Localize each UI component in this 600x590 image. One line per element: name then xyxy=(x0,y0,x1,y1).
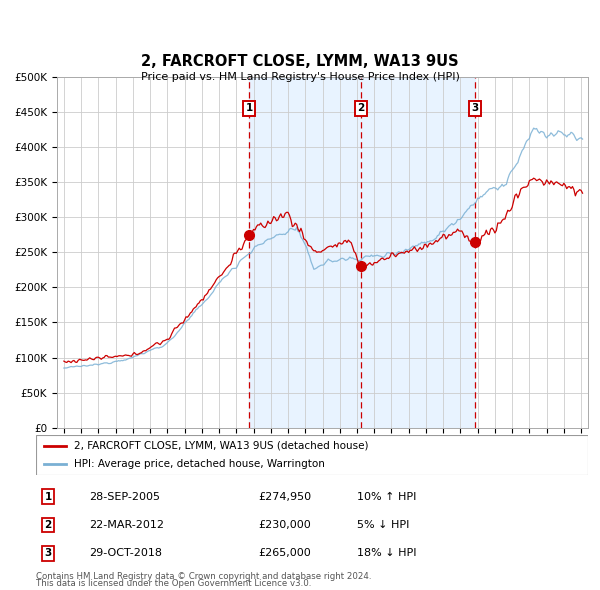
Text: 18% ↓ HPI: 18% ↓ HPI xyxy=(357,549,416,558)
Text: 28-SEP-2005: 28-SEP-2005 xyxy=(89,492,160,502)
Text: Contains HM Land Registry data © Crown copyright and database right 2024.: Contains HM Land Registry data © Crown c… xyxy=(36,572,371,581)
Bar xyxy=(249,77,475,428)
Text: Price paid vs. HM Land Registry's House Price Index (HPI): Price paid vs. HM Land Registry's House … xyxy=(140,72,460,82)
Text: £230,000: £230,000 xyxy=(258,520,311,530)
Text: £265,000: £265,000 xyxy=(258,549,311,558)
Text: 10% ↑ HPI: 10% ↑ HPI xyxy=(357,492,416,502)
Text: 1: 1 xyxy=(44,492,52,502)
Text: HPI: Average price, detached house, Warrington: HPI: Average price, detached house, Warr… xyxy=(74,459,325,469)
Text: 22-MAR-2012: 22-MAR-2012 xyxy=(89,520,164,530)
Text: 2, FARCROFT CLOSE, LYMM, WA13 9US: 2, FARCROFT CLOSE, LYMM, WA13 9US xyxy=(141,54,459,69)
Text: £274,950: £274,950 xyxy=(258,492,311,502)
Text: 3: 3 xyxy=(44,549,52,558)
Text: 5% ↓ HPI: 5% ↓ HPI xyxy=(357,520,409,530)
Text: This data is licensed under the Open Government Licence v3.0.: This data is licensed under the Open Gov… xyxy=(36,579,311,588)
Text: 3: 3 xyxy=(471,103,478,113)
Text: 1: 1 xyxy=(245,103,253,113)
Text: 2, FARCROFT CLOSE, LYMM, WA13 9US (detached house): 2, FARCROFT CLOSE, LYMM, WA13 9US (detac… xyxy=(74,441,368,451)
Text: 2: 2 xyxy=(357,103,364,113)
Text: 29-OCT-2018: 29-OCT-2018 xyxy=(89,549,162,558)
Text: 2: 2 xyxy=(44,520,52,530)
